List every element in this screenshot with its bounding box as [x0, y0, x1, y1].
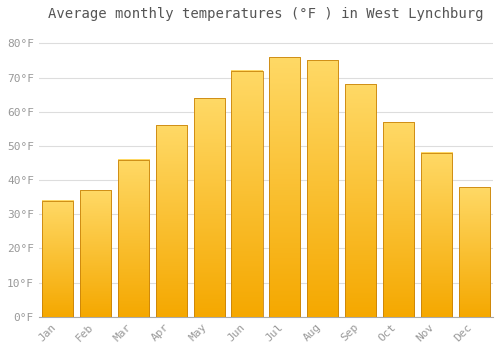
Bar — [118, 160, 149, 317]
Title: Average monthly temperatures (°F ) in West Lynchburg: Average monthly temperatures (°F ) in We… — [48, 7, 484, 21]
Bar — [232, 71, 262, 317]
Bar — [80, 190, 111, 317]
Bar — [458, 187, 490, 317]
Bar — [383, 122, 414, 317]
Bar — [194, 98, 224, 317]
Bar — [345, 84, 376, 317]
Bar — [421, 153, 452, 317]
Bar — [307, 61, 338, 317]
Bar — [270, 57, 300, 317]
Bar — [42, 201, 74, 317]
Bar — [156, 125, 187, 317]
